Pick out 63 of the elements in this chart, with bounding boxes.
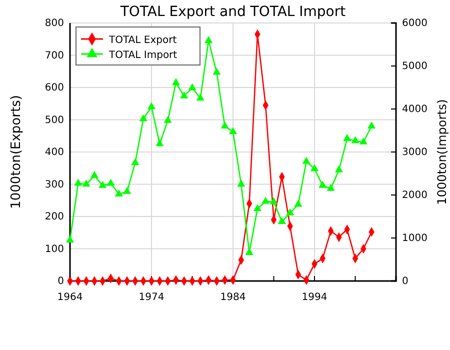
y2-tick-label: 3000	[402, 147, 428, 158]
point	[74, 178, 82, 186]
point	[147, 102, 156, 110]
point	[156, 139, 164, 146]
point	[278, 217, 286, 224]
point	[270, 197, 278, 204]
legend-label: TOTAL Import	[108, 50, 178, 61]
point	[131, 158, 140, 166]
point	[294, 200, 302, 207]
point	[204, 36, 213, 43]
y-tick-label: 300	[44, 179, 64, 190]
point	[334, 165, 343, 172]
y-tick-label: 700	[44, 50, 64, 62]
point	[123, 186, 132, 194]
point	[164, 116, 172, 123]
y-tick-label: 800	[44, 18, 64, 30]
x-tick-label: 1964	[57, 292, 83, 304]
y2-tick-label: 5000	[402, 61, 428, 72]
point	[326, 184, 335, 191]
chart-title: TOTAL Export and TOTAL Import	[119, 4, 346, 20]
point	[212, 68, 221, 75]
point	[106, 178, 115, 186]
point	[188, 83, 196, 90]
y-tick-label: 200	[44, 212, 64, 223]
point	[351, 136, 360, 144]
y2-tick-label: 1000	[402, 233, 428, 244]
point	[114, 189, 123, 196]
point	[98, 180, 107, 188]
y2-axis-title: 1000ton(Imports)	[435, 99, 449, 205]
point	[310, 164, 319, 172]
point	[139, 114, 148, 122]
x-tick-label: 1984	[220, 292, 246, 304]
point	[318, 180, 327, 188]
x-tick-label: 1994	[302, 292, 328, 304]
point	[228, 127, 238, 134]
point	[220, 122, 229, 129]
point	[237, 180, 246, 187]
y-tick-label: 100	[44, 244, 64, 255]
y-tick-label: 500	[44, 114, 64, 126]
x-tick-label: 1974	[138, 292, 164, 304]
y-axis-title: 1000ton(Exports)	[9, 95, 24, 209]
point	[343, 134, 352, 141]
point	[196, 94, 204, 101]
point	[245, 248, 254, 255]
point	[66, 236, 74, 242]
y2-tick-label: 6000	[402, 18, 428, 30]
point	[368, 122, 376, 129]
y-tick-label: 600	[44, 82, 64, 94]
point	[253, 204, 262, 212]
point	[180, 91, 188, 98]
point	[90, 171, 98, 178]
y2-tick-label: 4000	[402, 104, 428, 116]
point	[359, 137, 368, 144]
point	[286, 208, 294, 216]
point	[82, 180, 90, 187]
point	[302, 156, 310, 164]
y2-tick-label: 0	[402, 276, 408, 288]
point	[172, 78, 180, 86]
point	[262, 196, 270, 204]
legend-label: TOTAL Export	[108, 35, 177, 46]
y-tick-label: 400	[44, 147, 64, 158]
y2-tick-label: 2000	[402, 190, 428, 202]
y-tick-label: 0	[58, 276, 64, 288]
